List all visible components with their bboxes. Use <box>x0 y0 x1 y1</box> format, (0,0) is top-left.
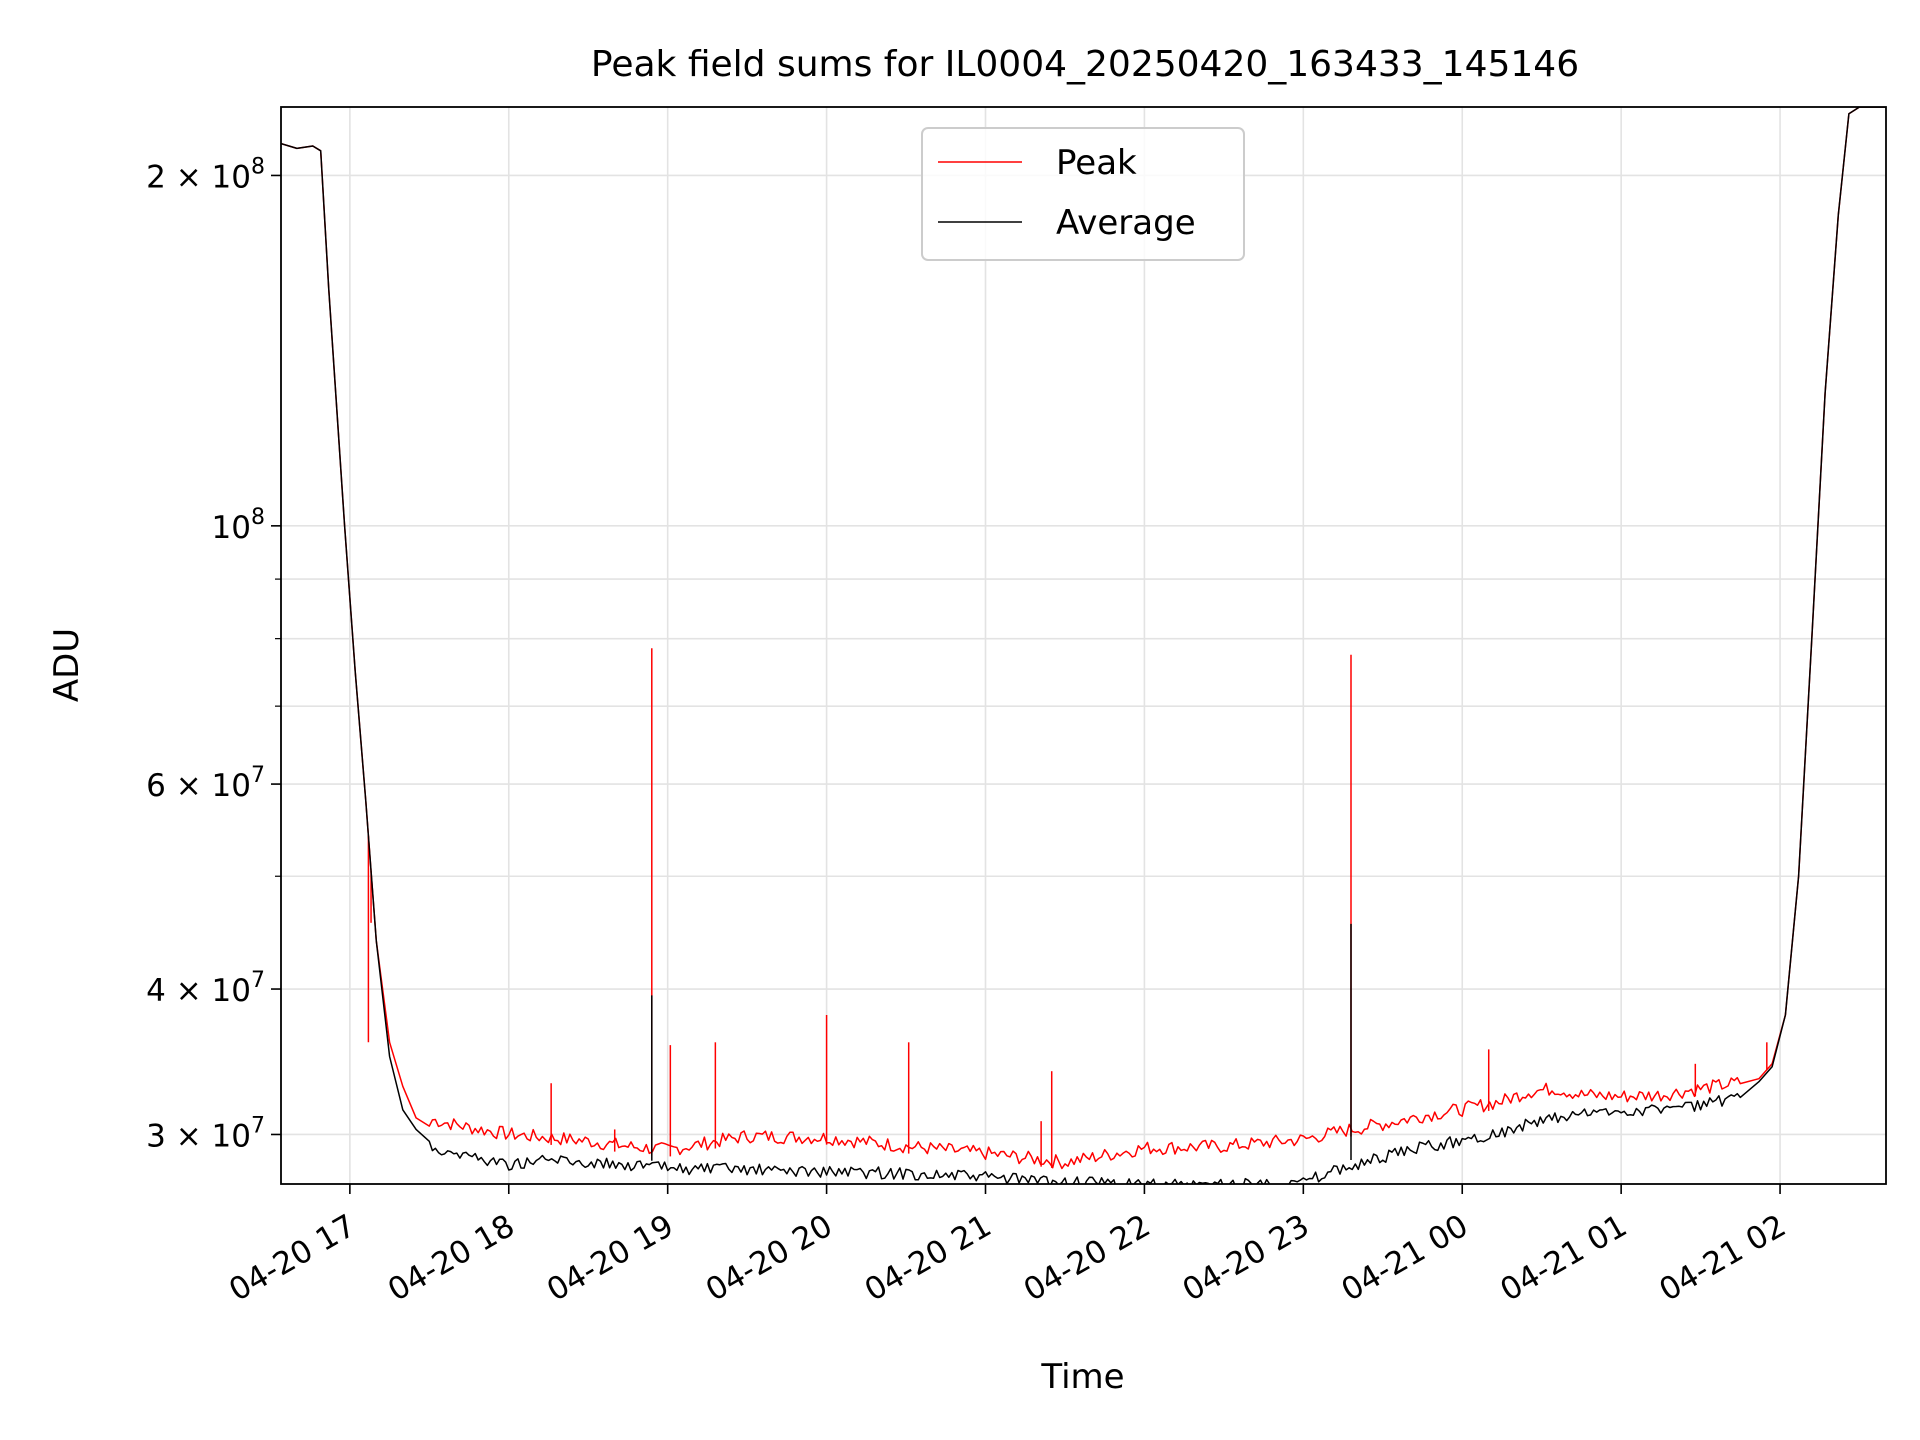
chart-title: Peak field sums for IL0004_20250420_1634… <box>591 44 1579 85</box>
series-line-peak <box>281 107 1886 1170</box>
legend-label-peak: Peak <box>1056 143 1137 183</box>
y-tick-label: 3 × 107 <box>146 1113 265 1154</box>
legend-label-average: Average <box>1056 203 1196 243</box>
y-tick-label: 2 × 108 <box>146 154 265 195</box>
legend: Peak Average <box>921 127 1245 261</box>
series-line-average <box>281 107 1886 1184</box>
plot-frame <box>280 106 1887 1185</box>
y-tick-label: 6 × 107 <box>146 763 265 804</box>
y-tick-label: 108 <box>212 505 265 546</box>
legend-box <box>921 127 1245 261</box>
y-axis-label: ADU <box>47 628 87 702</box>
x-axis-label: Time <box>1040 1357 1124 1397</box>
series-layer <box>281 107 1886 1184</box>
y-tick-label: 4 × 107 <box>146 968 265 1009</box>
